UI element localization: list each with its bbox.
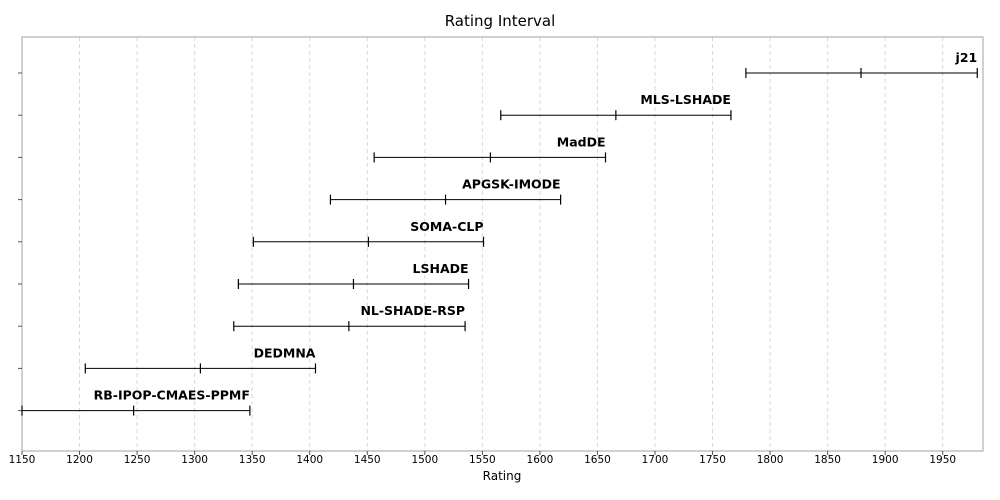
interval-series: j21	[745, 50, 978, 78]
x-tick-label: 1850	[814, 454, 841, 466]
x-tick-label: 1750	[699, 454, 726, 466]
series-label: NL-SHADE-RSP	[360, 303, 465, 318]
x-tick-label: 1200	[66, 454, 93, 466]
x-tick-label: 1300	[181, 454, 208, 466]
x-tick-label: 1350	[239, 454, 266, 466]
x-tick-label: 1600	[527, 454, 554, 466]
x-tick-label: 1700	[642, 454, 669, 466]
x-tick-label: 1650	[584, 454, 611, 466]
series-label: MadDE	[557, 134, 606, 149]
series-layer: j21 MLS-LSHADE MadDE APGSK-IMODE SOMA-CLP LSH…	[21, 50, 978, 416]
interval-series: RB-IPOP-CMAES-PPMF	[21, 388, 251, 416]
series-label: APGSK-IMODE	[462, 177, 561, 192]
x-ticks: 1150 1200 1250 1300 1350 1400 1450 1500 1550 1600…	[9, 451, 956, 466]
chart-title: Rating Interval	[445, 12, 556, 30]
interval-series: MLS-LSHADE	[500, 92, 732, 121]
series-label: RB-IPOP-CMAES-PPMF	[94, 388, 250, 403]
interval-series: LSHADE	[237, 261, 470, 289]
x-tick-label: 1550	[469, 454, 496, 466]
x-tick-label: 1450	[354, 454, 381, 466]
x-tick-label: 1900	[872, 454, 899, 466]
series-label: DEDMNA	[254, 345, 316, 360]
interval-series: NL-SHADE-RSP	[233, 303, 466, 332]
grid-layer	[79, 37, 944, 451]
x-tick-label: 1800	[757, 454, 784, 466]
interval-series: DEDMNA	[84, 345, 317, 374]
interval-series: MadDE	[373, 134, 607, 163]
series-label: SOMA-CLP	[410, 219, 483, 234]
y-ticks	[18, 72, 22, 412]
x-tick-label: 1950	[929, 454, 956, 466]
x-tick-label: 1500	[411, 454, 438, 466]
series-label: MLS-LSHADE	[640, 92, 731, 107]
series-label: j21	[955, 50, 978, 65]
x-tick-label: 1250	[124, 454, 151, 466]
x-tick-label: 1400	[296, 454, 323, 466]
x-axis-label: Rating	[483, 469, 522, 483]
interval-series: SOMA-CLP	[252, 219, 485, 247]
series-label: LSHADE	[413, 261, 469, 276]
plot-frame	[21, 36, 984, 452]
interval-series: APGSK-IMODE	[329, 177, 562, 205]
x-tick-label: 1150	[9, 454, 36, 466]
